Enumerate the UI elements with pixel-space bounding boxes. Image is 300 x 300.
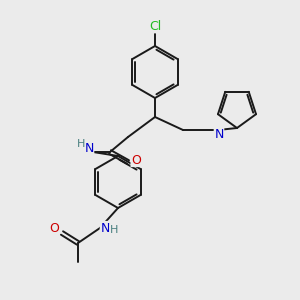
Text: O: O bbox=[131, 154, 141, 166]
Text: H: H bbox=[110, 225, 118, 235]
Text: N: N bbox=[214, 128, 224, 142]
Text: H: H bbox=[77, 139, 85, 149]
Text: Cl: Cl bbox=[149, 20, 161, 32]
Text: N: N bbox=[84, 142, 94, 155]
Text: N: N bbox=[100, 221, 110, 235]
Text: O: O bbox=[49, 223, 59, 236]
